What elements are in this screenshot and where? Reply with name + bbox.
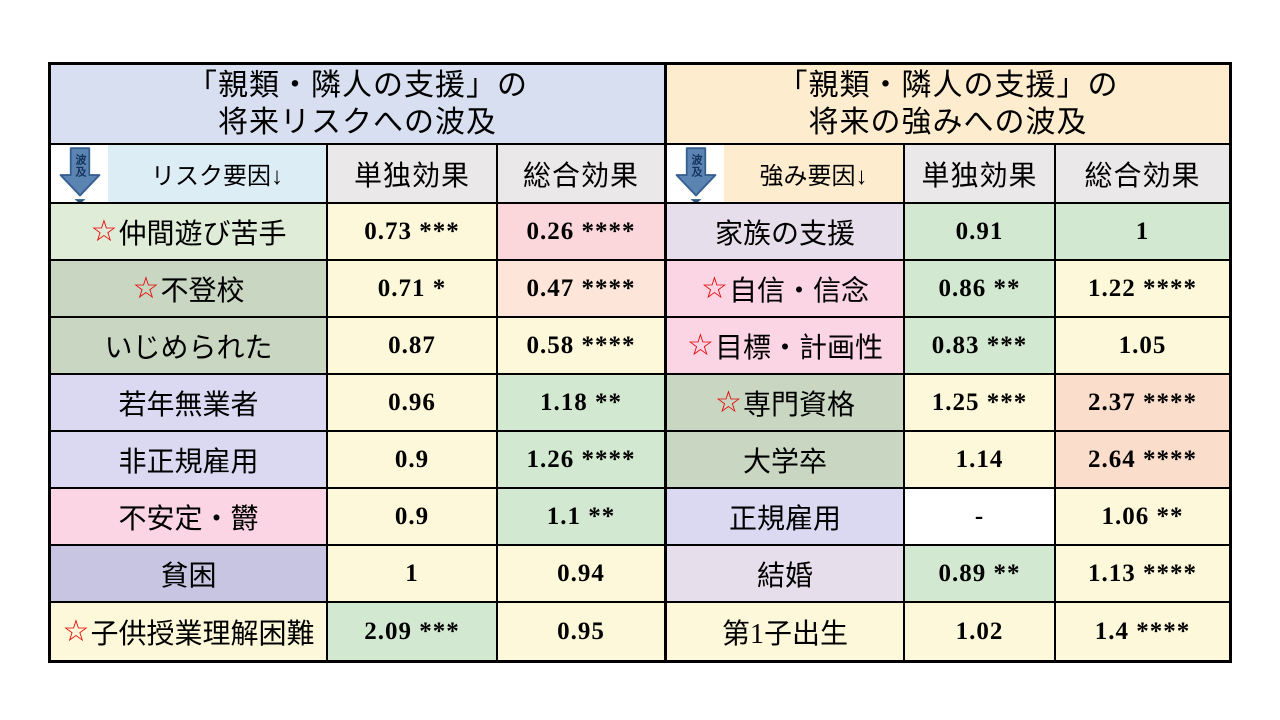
total-effect-cell: 0.47 **** <box>498 261 664 318</box>
risk-panel-title: 「親類・隣人の支援」の 将来リスクへの波及 <box>51 65 664 145</box>
down-block-arrow-icon <box>59 147 100 202</box>
factor-cell: 若年無業者 <box>51 375 328 432</box>
factor-label: 大学卒 <box>742 446 827 478</box>
star-icon: ☆ <box>62 615 90 648</box>
single-effect-cell: 1 <box>328 546 498 603</box>
strength-single-effect-header: 単独効果 <box>905 145 1056 204</box>
total-effect-cell: 0.58 **** <box>498 318 664 375</box>
single-effect-cell: 1.25 *** <box>905 375 1056 432</box>
spillover-arrow: 波及 <box>51 145 108 202</box>
single-effect-cell: 0.71 * <box>328 261 498 318</box>
factor-cell: 非正規雇用 <box>51 432 328 489</box>
total-effect-cell: 0.95 <box>498 603 664 660</box>
total-effect-cell: 1.13 **** <box>1056 546 1229 603</box>
factor-label: 不登校 <box>160 275 245 307</box>
single-effect-cell: 1.02 <box>905 603 1056 660</box>
single-effect-cell: 0.83 *** <box>905 318 1056 375</box>
risk-factor-header-cell: 波及 リスク要因↓ <box>51 145 328 204</box>
comparison-table: 「親類・隣人の支援」の 将来リスクへの波及 波及 リスク要因↓ 単独効果 総合効… <box>48 62 1232 663</box>
single-effect-cell: 0.9 <box>328 432 498 489</box>
star-icon: ☆ <box>90 215 118 248</box>
factor-cell: ☆ 目標・計画性 <box>667 318 905 375</box>
total-effect-cell: 1.22 **** <box>1056 261 1229 318</box>
risk-factor-header: リスク要因↓ <box>108 145 326 202</box>
strength-total-effect-header: 総合効果 <box>1056 145 1229 204</box>
single-effect-cell: - <box>905 489 1056 546</box>
down-block-arrow-icon <box>675 147 716 202</box>
risk-title-line1: 「親類・隣人の支援」の <box>187 69 528 102</box>
factor-cell: 結婚 <box>667 546 905 603</box>
risk-single-effect-header: 単独効果 <box>328 145 498 204</box>
single-effect-cell: 0.87 <box>328 318 498 375</box>
total-effect-cell: 1.06 ** <box>1056 489 1229 546</box>
factor-cell: 正規雇用 <box>667 489 905 546</box>
risk-total-effect-header: 総合効果 <box>498 145 664 204</box>
factor-cell: いじめられた <box>51 318 328 375</box>
total-effect-cell: 1.26 **** <box>498 432 664 489</box>
factor-label: 不安定・欝 <box>118 503 259 535</box>
star-icon: ☆ <box>132 272 160 305</box>
factor-label: 仲間遊び苦手 <box>118 218 287 250</box>
single-effect-cell: 0.91 <box>905 204 1056 261</box>
factor-cell: ☆ 専門資格 <box>667 375 905 432</box>
factor-label: 専門資格 <box>742 389 855 421</box>
factor-label: 子供授業理解困難 <box>90 618 315 650</box>
strength-title-line1: 「親類・隣人の支援」の <box>777 69 1119 102</box>
star-icon: ☆ <box>687 329 714 362</box>
factor-cell: 大学卒 <box>667 432 905 489</box>
total-effect-cell: 1.05 <box>1056 318 1229 375</box>
factor-cell: ☆ 仲間遊び苦手 <box>51 204 328 261</box>
factor-label: 家族の支援 <box>714 218 855 250</box>
factor-label: 目標・計画性 <box>714 332 883 364</box>
arrow-label: 波及 <box>690 154 702 178</box>
single-effect-cell: 2.09 *** <box>328 603 498 660</box>
total-effect-cell: 1.1 ** <box>498 489 664 546</box>
single-effect-cell: 0.73 *** <box>328 204 498 261</box>
factor-label: 正規雇用 <box>728 503 841 535</box>
factor-cell: ☆ 不登校 <box>51 261 328 318</box>
total-effect-cell: 1 <box>1056 204 1229 261</box>
single-effect-cell: 0.86 ** <box>905 261 1056 318</box>
strength-panel: 「親類・隣人の支援」の 将来の強みへの波及 波及 強み要因↓ 単独効果 総合効果… <box>664 65 1229 660</box>
factor-label: 第1子出生 <box>721 618 848 650</box>
factor-cell: 家族の支援 <box>667 204 905 261</box>
factor-label: 結婚 <box>756 560 813 592</box>
total-effect-cell: 2.37 **** <box>1056 375 1229 432</box>
factor-cell: 貧困 <box>51 546 328 603</box>
total-effect-cell: 1.4 **** <box>1056 603 1229 660</box>
factor-cell: ☆ 子供授業理解困難 <box>51 603 328 660</box>
single-effect-cell: 0.89 ** <box>905 546 1056 603</box>
strength-panel-title: 「親類・隣人の支援」の 将来の強みへの波及 <box>667 65 1229 145</box>
factor-label: 自信・信念 <box>728 275 869 307</box>
total-effect-cell: 0.94 <box>498 546 664 603</box>
factor-cell: 不安定・欝 <box>51 489 328 546</box>
single-effect-cell: 0.9 <box>328 489 498 546</box>
strength-factor-header-cell: 波及 強み要因↓ <box>667 145 905 204</box>
factor-label: 非正規雇用 <box>118 446 259 478</box>
total-effect-cell: 2.64 **** <box>1056 432 1229 489</box>
single-effect-cell: 0.96 <box>328 375 498 432</box>
star-icon: ☆ <box>701 272 728 305</box>
single-effect-cell: 1.14 <box>905 432 1056 489</box>
total-effect-cell: 0.26 **** <box>498 204 664 261</box>
factor-cell: ☆ 自信・信念 <box>667 261 905 318</box>
arrow-label: 波及 <box>74 154 86 178</box>
strength-title-line2: 将来の強みへの波及 <box>808 106 1088 139</box>
factor-label: 貧困 <box>160 560 217 592</box>
spillover-arrow: 波及 <box>667 145 724 202</box>
star-icon: ☆ <box>715 386 742 419</box>
factor-label: 若年無業者 <box>118 389 259 421</box>
total-effect-cell: 1.18 ** <box>498 375 664 432</box>
factor-cell: 第1子出生 <box>667 603 905 660</box>
strength-factor-header: 強み要因↓ <box>724 145 903 202</box>
risk-panel: 「親類・隣人の支援」の 将来リスクへの波及 波及 リスク要因↓ 単独効果 総合効… <box>51 65 664 660</box>
factor-label: いじめられた <box>104 332 273 364</box>
risk-title-line2: 将来リスクへの波及 <box>218 106 497 139</box>
